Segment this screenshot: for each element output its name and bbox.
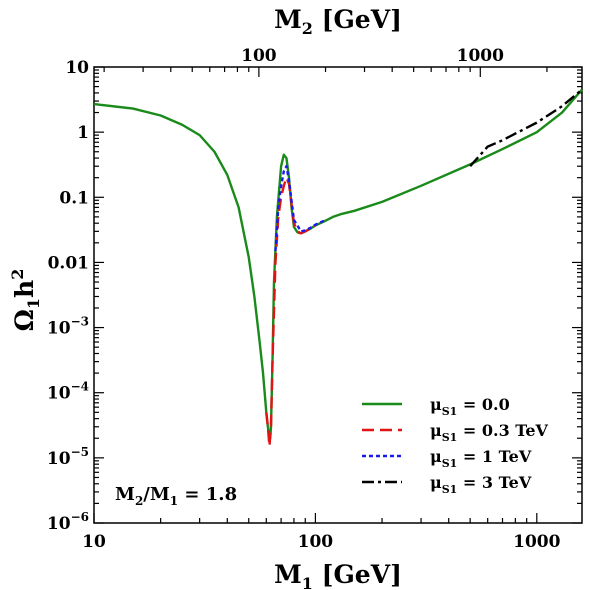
series-line-3	[469, 88, 583, 167]
legend-label-0: μS1 = 0.0	[430, 395, 510, 418]
y-tick-label: 1	[77, 123, 89, 143]
y-axis-title: Ω1h2	[8, 269, 43, 332]
legend-label-3: μS1 = 3 TeV	[430, 473, 532, 496]
y-tick-label: 10−5	[47, 445, 89, 469]
series-line-2	[274, 164, 326, 252]
tick-labels: 10 100 1000 100 1000 10 1 0.1 0.01 10−3 10−4 10−5 10…	[47, 46, 561, 552]
y-tick-label: 0.1	[59, 188, 89, 208]
series-line-1	[265, 176, 317, 448]
axis-ticks	[93, 66, 582, 524]
series-layer	[93, 88, 583, 448]
x2-tick-label: 1000	[457, 46, 504, 66]
y-tick-label: 0.01	[48, 253, 89, 273]
legend: μS1 = 0.0 μS1 = 0.3 TeV μS1 = 1 TeV μS1 …	[362, 395, 549, 496]
y-tick-label: 10−3	[47, 315, 89, 339]
legend-label-1: μS1 = 0.3 TeV	[430, 421, 549, 444]
series-line-0	[93, 88, 583, 440]
x-axis-title: M1 [GeV]	[274, 560, 402, 590]
y-tick-label: 10−6	[47, 510, 89, 534]
legend-label-2: μS1 = 1 TeV	[430, 447, 532, 470]
y-tick-label: 10	[65, 58, 89, 78]
x-tick-label: 100	[298, 532, 334, 552]
y-tick-label: 10−4	[47, 380, 89, 404]
x2-axis-title: M2 [GeV]	[274, 5, 402, 38]
ratio-annotation: M2/M1 = 1.8	[115, 484, 237, 508]
x2-tick-label: 100	[241, 46, 277, 66]
x-tick-label: 10	[82, 532, 106, 552]
x-tick-label: 1000	[513, 532, 560, 552]
plot-frame	[93, 66, 583, 524]
